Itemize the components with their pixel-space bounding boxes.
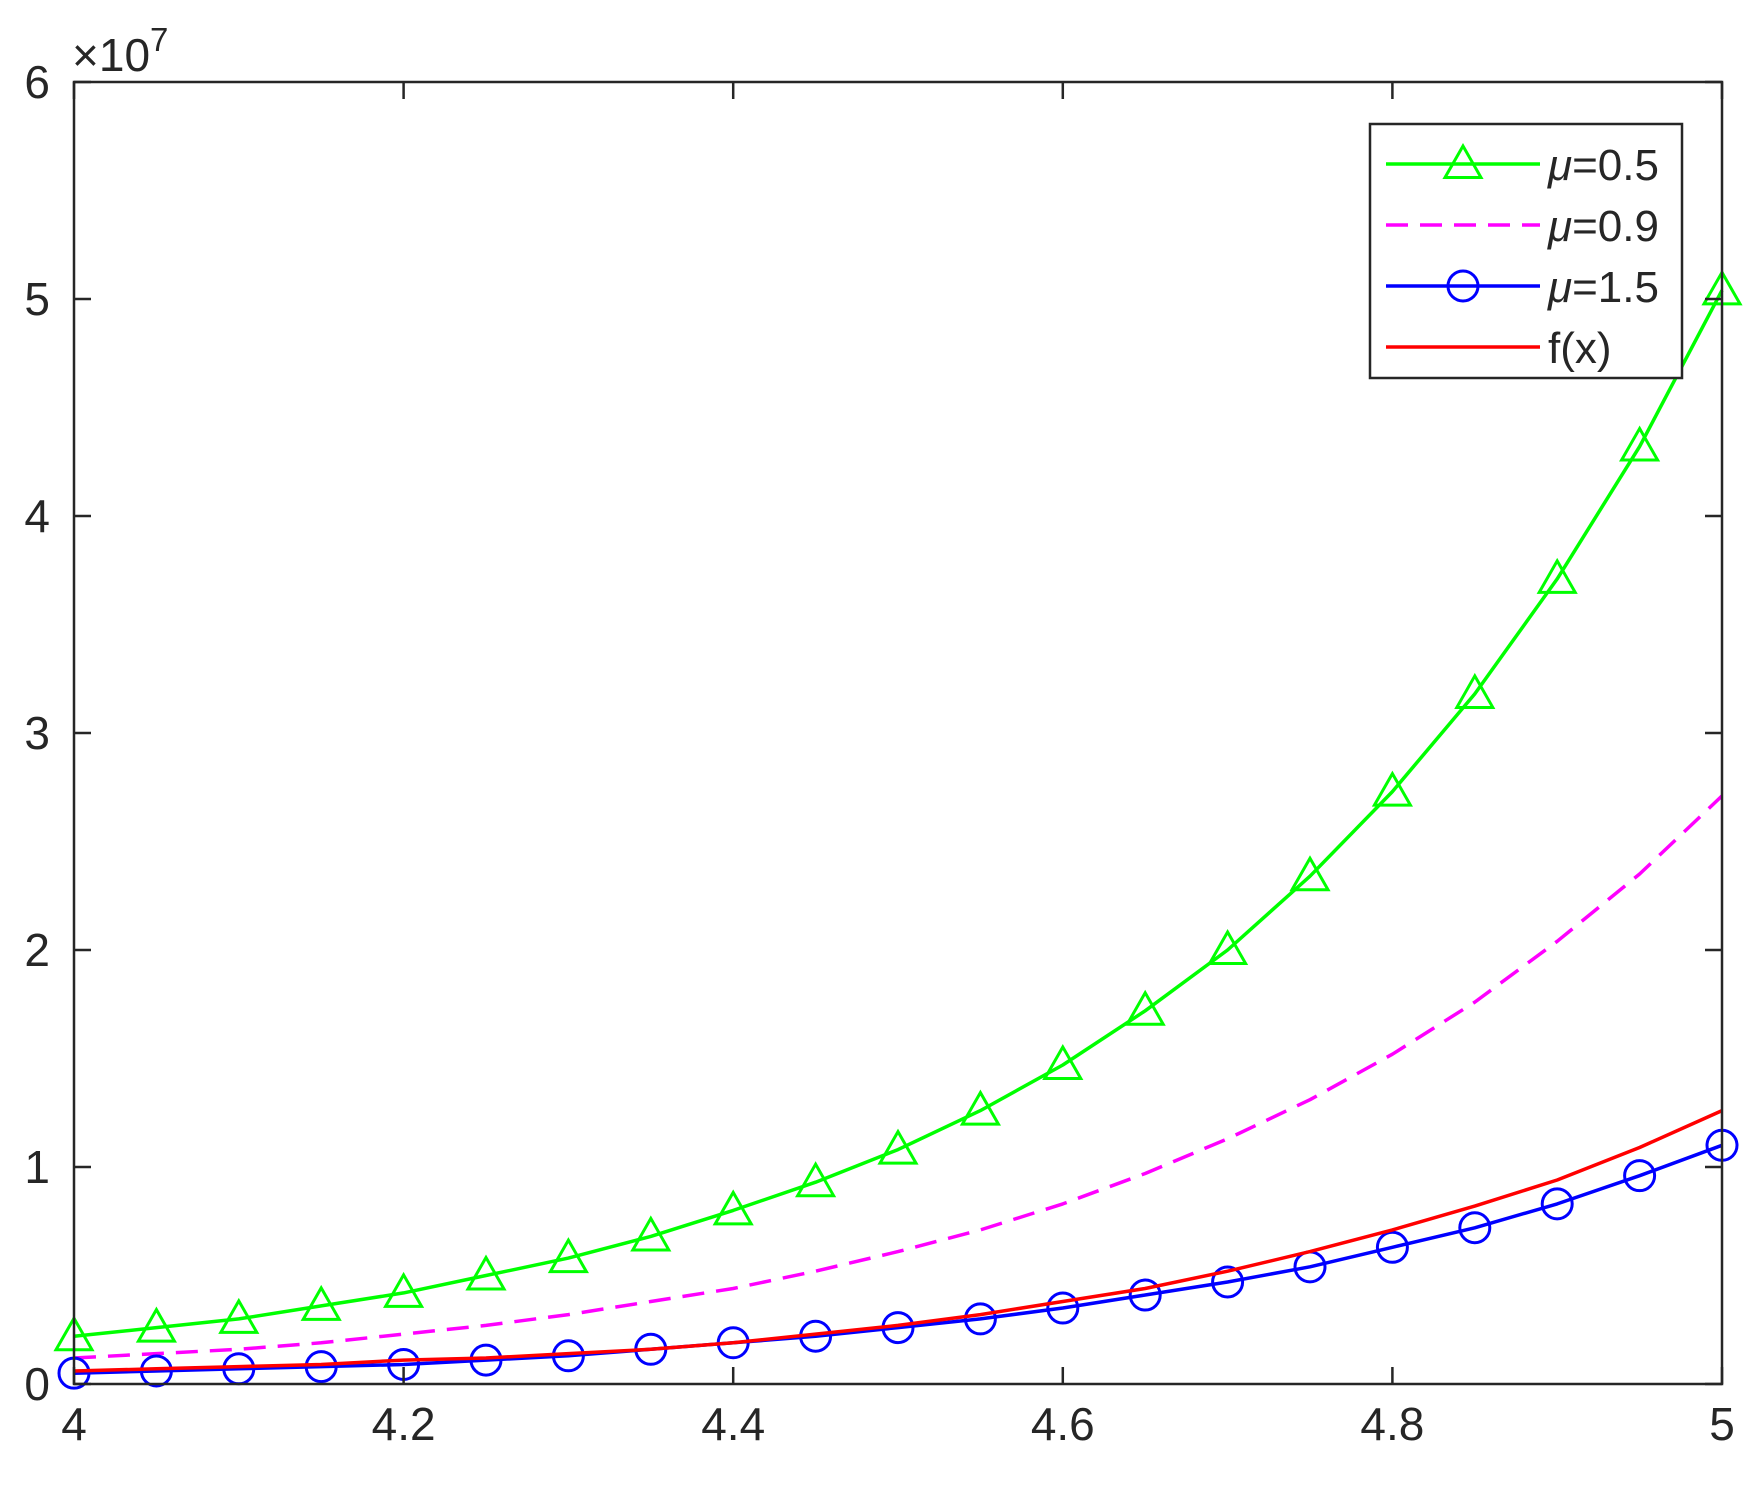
series-2-marker-1 — [139, 1354, 173, 1388]
legend-label-0: μ=0.5 — [1547, 141, 1659, 190]
series-0-marker-5 — [465, 1254, 507, 1291]
x-tick-label-3: 4.6 — [1031, 1398, 1095, 1450]
y-exponent-base: ×10 — [72, 29, 150, 81]
series-2-marker-11 — [963, 1302, 997, 1336]
axes-layer: 4 4.2 4.4 4.6 4.8 5 0 1 2 3 4 5 6 — [24, 56, 1734, 1450]
series-line-1 — [73, 794, 1724, 1360]
series-2-marker-13 — [1128, 1278, 1162, 1312]
series-0-marker-13 — [1124, 989, 1166, 1026]
series-2-marker-12 — [1046, 1291, 1080, 1325]
series-1 — [73, 794, 1724, 1360]
legend-label-symbol-1: μ — [1547, 202, 1572, 251]
series-0-marker-11 — [959, 1089, 1001, 1126]
series-0-marker-4 — [383, 1271, 425, 1308]
series-0-marker-1 — [135, 1306, 177, 1343]
series-3 — [73, 1109, 1723, 1373]
legend-label-text-2: =1.5 — [1572, 263, 1659, 312]
series-0-marker-9 — [795, 1161, 837, 1198]
series-2-marker-19 — [1623, 1159, 1657, 1193]
series-0-marker-19 — [1619, 425, 1661, 462]
series-0-marker-15 — [1289, 855, 1331, 892]
y-exponent-power: 7 — [150, 21, 168, 58]
x-tick-label-1: 4.2 — [372, 1398, 436, 1450]
x-tick-label-0: 4 — [61, 1398, 87, 1450]
series-0-marker-17 — [1454, 672, 1496, 709]
series-layer — [53, 269, 1743, 1390]
legend-box — [1368, 122, 1684, 380]
y-tick-label-1: 1 — [24, 1141, 50, 1193]
series-0-marker-6 — [547, 1237, 589, 1274]
legend-label-symbol-0: μ — [1547, 141, 1572, 190]
legend-entry-3: f(x) — [1386, 324, 1612, 373]
series-2-marker-14 — [1211, 1265, 1245, 1299]
series-0-marker-8 — [712, 1189, 754, 1226]
x-tick-label-4: 4.8 — [1360, 1398, 1424, 1450]
series-2-marker-17 — [1458, 1211, 1492, 1245]
series-2-marker-3 — [304, 1350, 338, 1384]
legend-entry-2: μ=1.5 — [1386, 263, 1659, 312]
series-0-marker-12 — [1042, 1043, 1084, 1081]
series-2-marker-18 — [1540, 1187, 1574, 1221]
legend-entry-0: μ=0.5 — [1386, 141, 1659, 190]
series-line-2 — [73, 1143, 1723, 1375]
y-tick-label-6: 6 — [24, 56, 50, 108]
legend-label-text-3: f(x) — [1548, 324, 1612, 373]
legend-label-3: f(x) — [1548, 324, 1612, 373]
legend-label-text-1: =0.9 — [1572, 202, 1659, 251]
series-0-marker-14 — [1207, 928, 1249, 965]
y-tick-label-0: 0 — [24, 1358, 50, 1410]
series-2-marker-16 — [1375, 1230, 1409, 1264]
series-line-0 — [73, 289, 1724, 1339]
legend-swatch-marker-2 — [1446, 269, 1480, 303]
series-0-marker-16 — [1371, 770, 1413, 807]
legend-label-text-0: =0.5 — [1572, 141, 1659, 190]
legend-swatch-marker-0 — [1442, 142, 1484, 179]
series-0-marker-10 — [877, 1128, 919, 1165]
series-0-marker-7 — [630, 1215, 672, 1252]
series-0-marker-18 — [1536, 557, 1578, 594]
legend-entry-1: μ=0.9 — [1386, 202, 1659, 251]
series-0-marker-2 — [218, 1297, 260, 1334]
legend-label-1: μ=0.9 — [1547, 202, 1659, 251]
y-tick-label-5: 5 — [24, 273, 50, 325]
legend-label-symbol-2: μ — [1547, 263, 1572, 312]
y-axis-exponent-label: ×107 — [72, 21, 168, 81]
x-tick-label-2: 4.4 — [701, 1398, 765, 1450]
legend: μ=0.5μ=0.9μ=1.5f(x) — [1368, 122, 1684, 380]
y-tick-label-4: 4 — [24, 490, 50, 542]
series-line-3 — [73, 1109, 1723, 1373]
y-tick-label-2: 2 — [24, 924, 50, 976]
y-tick-label-3: 3 — [24, 707, 50, 759]
x-tick-label-5: 5 — [1709, 1398, 1735, 1450]
series-0-marker-3 — [300, 1284, 342, 1321]
legend-label-2: μ=1.5 — [1547, 263, 1659, 312]
